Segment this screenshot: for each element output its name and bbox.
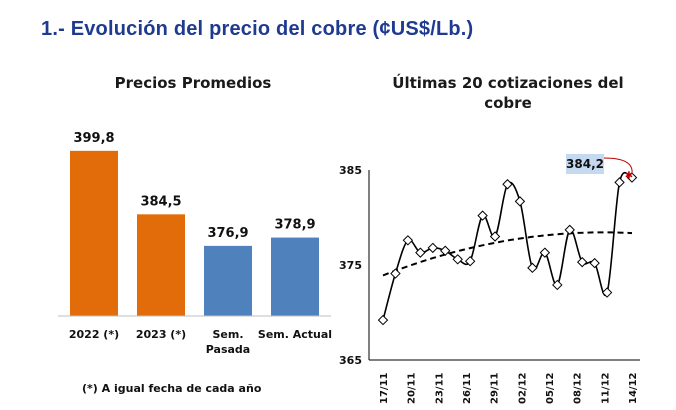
bar-category-label: Sem. Actual [258, 328, 332, 341]
bar-value-label: 399,8 [73, 131, 114, 146]
y-tick-label: 365 [339, 354, 362, 367]
bar-value-label: 376,9 [207, 226, 248, 241]
data-point [489, 231, 501, 242]
data-point [552, 279, 563, 291]
x-tick-label: 08/12 [573, 372, 584, 404]
series-points [377, 172, 638, 326]
bar-category-labels: 2022 (*) 2023 (*) Sem. Pasada Sem. Actual [69, 328, 332, 356]
data-point [601, 287, 613, 298]
data-point [527, 262, 538, 274]
x-tick-label: 29/11 [490, 372, 501, 404]
data-point [440, 245, 451, 256]
bar-category-label: Sem. [212, 328, 243, 341]
data-point [377, 314, 389, 326]
x-tick-label: 05/12 [545, 372, 556, 404]
bar [70, 150, 118, 316]
trend-line [382, 231, 633, 277]
data-point [427, 242, 439, 254]
data-point [502, 179, 513, 190]
bar-category-label: Pasada [206, 343, 250, 356]
line-chart-title-line1: Últimas 20 cotizaciones del [392, 73, 623, 92]
data-point [626, 172, 638, 183]
x-tick-label: 11/12 [600, 372, 611, 404]
data-point [464, 255, 476, 267]
bar-category-label: 2023 (*) [136, 328, 186, 341]
bar [271, 237, 319, 316]
bar-chart: Precios Promedios 399,8 384,5 376,9 378,9 2… [58, 74, 332, 395]
data-point [564, 224, 575, 236]
y-tick-label: 375 [339, 259, 362, 272]
data-point [477, 210, 488, 221]
bar-chart-footnote: (*) A igual fecha de cada año [82, 382, 262, 395]
callout-marker-icon: ✱ [625, 171, 633, 182]
data-point [589, 257, 600, 269]
data-point [576, 256, 588, 268]
bar-value-label: 378,9 [274, 218, 315, 233]
x-tick-label: 20/11 [407, 372, 418, 404]
line-chart-title-line2: cobre [484, 94, 532, 112]
data-point [614, 177, 625, 188]
bar [204, 245, 252, 316]
data-point [402, 235, 414, 246]
line-chart: Últimas 20 cotizaciones del cobre 365 375… [339, 73, 640, 404]
data-point [390, 268, 401, 279]
data-point [514, 196, 526, 207]
data-point [415, 247, 426, 258]
bar-category-label: 2022 (*) [69, 328, 119, 341]
callout-leader-line [603, 157, 633, 174]
last-value-label: 384,2 [566, 157, 604, 171]
bar-chart-title: Precios Promedios [115, 74, 272, 92]
x-tick-label: 14/12 [628, 372, 639, 404]
y-tick-labels: 365 375 385 [339, 164, 362, 367]
page-title: 1.- Evolución del precio del cobre (¢US$… [41, 18, 474, 40]
y-tick-label: 385 [339, 164, 362, 177]
x-tick-label: 23/11 [434, 372, 445, 404]
x-tick-label: 26/11 [462, 372, 473, 404]
data-point [452, 254, 463, 265]
last-value-box [566, 154, 604, 174]
x-tick-label: 02/12 [517, 372, 528, 404]
bar [137, 214, 185, 316]
last-value-callout: 384,2 ✱ [566, 154, 633, 182]
bar-group: 399,8 384,5 376,9 378,9 [70, 131, 319, 316]
bar-value-label: 384,5 [140, 194, 181, 209]
x-tick-labels: 17/11 20/11 23/11 26/11 29/11 02/12 05/12 08/12… [379, 372, 639, 404]
x-tick-label: 17/11 [379, 372, 390, 404]
series-line [382, 171, 633, 321]
data-point [539, 247, 551, 258]
